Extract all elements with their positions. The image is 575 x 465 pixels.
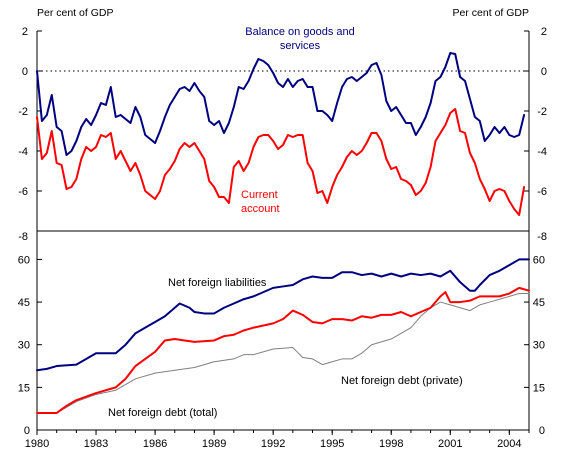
top-left-ytick-label-2: -2: [18, 106, 28, 118]
xtick-label-1989: 1989: [202, 438, 226, 450]
left-axis-unit-label: Per cent of GDP: [37, 7, 113, 19]
bottom-left-ytick-label-0: 0: [24, 425, 30, 437]
series-label-net-foreign-liabilities: Net foreign liabilities: [168, 277, 267, 289]
series-label-net-foreign-debt-private: Net foreign debt (private): [341, 375, 463, 387]
bottom-left-ytick-label-45: 45: [18, 297, 30, 309]
bottom-right-ytick-label-30: 30: [533, 340, 545, 352]
top-right-ytick-label-2: -2: [537, 106, 547, 118]
bottom-series-net-foreign-liabilities: [36, 258, 530, 372]
top-right-ytick-label-0: 0: [541, 66, 547, 78]
bottom-right-ytick-label-45: 45: [533, 297, 545, 309]
axis-ticks: [36, 30, 530, 435]
xtick-label-1980: 1980: [25, 438, 49, 450]
bottom-left-ytick-label-60: 60: [18, 254, 30, 266]
right-axis-unit-label: Per cent of GDP: [453, 7, 529, 19]
series-label-current-account: Current account: [241, 189, 280, 215]
bottom-series-net-foreign-debt-private: [36, 293, 530, 414]
bottom-right-ytick-label-0: 0: [539, 425, 545, 437]
series-label-net-foreign-debt-total: Net foreign debt (total): [108, 407, 217, 419]
series-lines: [36, 52, 530, 414]
xtick-label-1983: 1983: [84, 438, 108, 450]
bottom-right-ytick-label-60: 60: [533, 254, 545, 266]
bottom-left-ytick-label-30: 30: [18, 340, 30, 352]
top-right-ytick-label-4: -4: [537, 146, 547, 158]
xtick-label-1992: 1992: [261, 438, 285, 450]
xtick-label-1995: 1995: [320, 438, 344, 450]
bottom-left-ytick-label-15: 15: [18, 382, 30, 394]
xtick-label-1986: 1986: [143, 438, 167, 450]
top-left-ytick-label-4: -4: [18, 146, 28, 158]
top-series-current-account: [36, 108, 526, 216]
top-series-balance-on-goods-and-services: [36, 52, 526, 156]
top-left-ytick-label-8: -8: [18, 231, 28, 243]
chart-labels: Per cent of GDP Per cent of GDP 2 2 0 0 -2 -2 -4…: [18, 7, 547, 450]
top-right-ytick-label-6: -6: [537, 186, 547, 198]
top-left-ytick-label-6: -6: [18, 186, 28, 198]
xtick-label-2004: 2004: [497, 438, 521, 450]
bottom-series-net-foreign-debt-total: [36, 286, 530, 414]
top-left-ytick-label-2: 2: [22, 26, 28, 38]
xtick-label-2001: 2001: [438, 438, 462, 450]
top-left-ytick-label-0: 0: [22, 66, 28, 78]
top-right-ytick-label-8: -8: [537, 231, 547, 243]
bottom-right-ytick-label-15: 15: [533, 382, 545, 394]
series-label-balance-on-goods-and-services: Balance on goods and services: [245, 26, 354, 52]
xtick-label-1998: 1998: [379, 438, 403, 450]
top-right-ytick-label-2: 2: [541, 26, 547, 38]
